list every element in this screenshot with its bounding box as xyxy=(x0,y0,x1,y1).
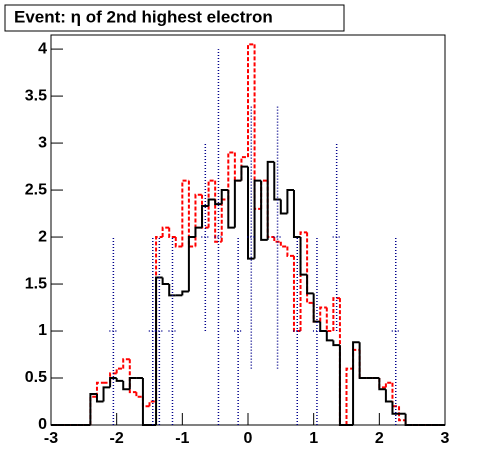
histogram-bin xyxy=(299,231,308,332)
histogram-bin xyxy=(128,377,137,390)
y-tick-label: 3.5 xyxy=(25,87,47,104)
y-tick-label: 2 xyxy=(38,228,47,245)
histogram-bin xyxy=(135,392,143,398)
histogram-bin xyxy=(168,227,176,239)
histogram-bin xyxy=(391,401,400,415)
title-box xyxy=(4,4,345,32)
histogram-bin xyxy=(306,232,314,304)
histogram-bin xyxy=(279,241,288,248)
histogram-bin xyxy=(95,393,104,403)
histogram-bin xyxy=(181,179,189,247)
histogram-bin xyxy=(115,378,124,382)
histogram-bin xyxy=(247,43,255,158)
histogram-bin xyxy=(273,237,281,243)
histogram-bin xyxy=(332,340,340,347)
histogram-bin xyxy=(187,236,196,292)
histogram-bin xyxy=(109,377,117,388)
histogram-bin xyxy=(122,358,130,369)
histogram-bin xyxy=(398,406,406,422)
histogram-bin xyxy=(187,180,196,248)
x-tick-label: 0 xyxy=(244,430,253,447)
histogram-bin xyxy=(358,342,367,380)
histogram-bin xyxy=(266,160,275,240)
x-tick-label: 2 xyxy=(375,430,384,447)
histogram-bin xyxy=(214,199,222,206)
histogram-bin xyxy=(299,237,308,276)
histogram-bin xyxy=(115,367,124,374)
histogram-bin xyxy=(345,367,354,425)
histogram-bin xyxy=(155,276,163,425)
y-tick-label: 0 xyxy=(38,416,47,433)
x-tick-label: 1 xyxy=(309,430,318,447)
histogram-bin xyxy=(168,284,176,297)
histogram-bin xyxy=(253,179,262,259)
x-tick-label: -1 xyxy=(175,430,189,447)
histogram-bin xyxy=(273,161,281,201)
histogram-bin xyxy=(240,165,248,181)
histogram-bin xyxy=(384,381,393,388)
y-tick-label: 0.5 xyxy=(25,369,47,386)
histogram-bin xyxy=(95,381,104,397)
histogram-bin xyxy=(352,341,360,425)
x-tick-label: -2 xyxy=(110,430,124,447)
histogram-bin xyxy=(332,297,340,332)
histogram-bin xyxy=(233,179,242,228)
histogram-bin xyxy=(319,306,327,322)
histogram-bin xyxy=(194,226,203,238)
y-tick-label: 1.5 xyxy=(25,275,47,292)
histogram-bin xyxy=(174,237,183,248)
histogram-bin xyxy=(102,386,111,402)
histogram-bin xyxy=(161,277,170,286)
histogram-bin xyxy=(279,199,288,215)
histogram-bin xyxy=(141,378,150,426)
histogram-bin xyxy=(227,190,235,229)
histogram-bin xyxy=(194,193,203,247)
histogram-bin xyxy=(220,189,229,205)
histogram-bin xyxy=(128,359,137,394)
histogram-bin xyxy=(227,151,235,200)
x-tick-label: -3 xyxy=(44,430,58,447)
histogram-bin xyxy=(391,382,400,408)
histogram-bin xyxy=(404,413,413,426)
y-tick-label: 2.5 xyxy=(25,181,47,198)
histogram-bin xyxy=(201,205,209,228)
histogram-bin xyxy=(338,345,347,426)
histogram-bin xyxy=(384,389,393,403)
x-tick-label: 3 xyxy=(441,430,450,447)
y-tick-label: 4 xyxy=(38,40,47,57)
histogram-bin xyxy=(181,290,189,296)
histogram-bin xyxy=(286,246,294,257)
histogram-bin xyxy=(122,380,130,391)
histogram-bin xyxy=(207,179,216,228)
histogram-bin xyxy=(312,293,321,323)
histogram-bin xyxy=(292,190,301,239)
y-tick-label: 1 xyxy=(38,322,47,339)
histogram-bin xyxy=(260,180,268,241)
chart-title: Event: η of 2nd highest electron xyxy=(14,7,273,26)
histogram-bin xyxy=(325,307,334,333)
histogram-bin xyxy=(325,331,334,342)
histogram-bin xyxy=(286,189,294,214)
histogram-bin xyxy=(306,274,314,295)
histogram-bin xyxy=(161,226,170,238)
histogram-bin xyxy=(148,400,157,407)
y-tick-label: 3 xyxy=(38,134,47,151)
histogram-bin xyxy=(207,198,216,207)
histogram-bin xyxy=(378,378,386,391)
histogram-bin xyxy=(89,392,97,425)
histogram-bin xyxy=(319,321,327,333)
histogram-bin xyxy=(247,166,255,260)
